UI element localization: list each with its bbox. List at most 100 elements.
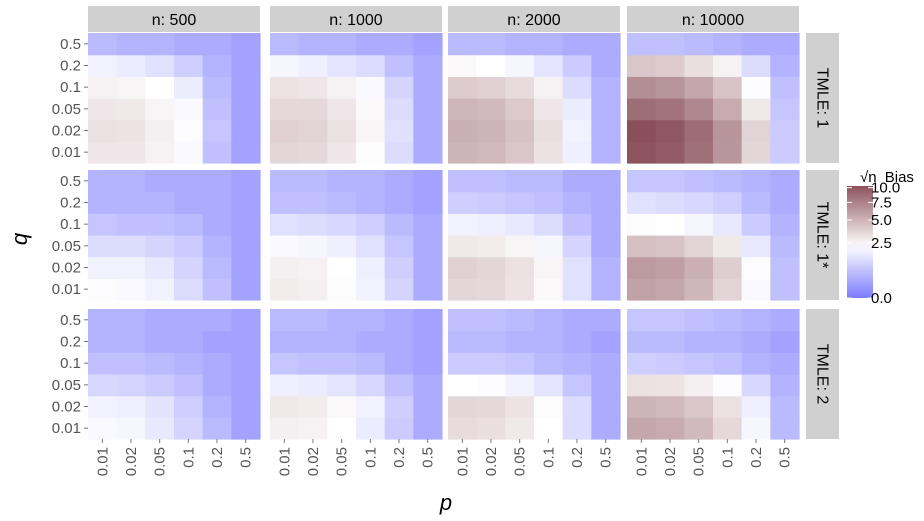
heatmap-cell [88, 213, 118, 236]
column-strip [448, 6, 620, 32]
heatmap-cell [448, 33, 478, 56]
heatmap-cell [327, 395, 357, 418]
heatmap-cell [145, 119, 175, 142]
heatmap-cell [591, 98, 621, 121]
heatmap-cell [591, 278, 621, 301]
heatmap-cell [627, 256, 657, 279]
heatmap-cell [713, 54, 743, 77]
heatmap-cell [298, 213, 328, 236]
heatmap-cell [327, 33, 357, 56]
heatmap-cell [505, 170, 535, 193]
heatmap-cell [655, 309, 685, 332]
heatmap-cell [384, 76, 414, 99]
heatmap-cell [684, 374, 714, 397]
heatmap-cell [448, 309, 478, 332]
heatmap-cell [448, 76, 478, 99]
y-tick-label: 0.02 [52, 399, 81, 416]
heatmap-cell [384, 256, 414, 279]
heatmap-cell [448, 374, 478, 397]
heatmap-cell [684, 235, 714, 258]
heatmap-cell [413, 330, 443, 353]
heatmap-cell [627, 33, 657, 56]
heatmap-cell [298, 417, 328, 440]
column-strip-label: n: 500 [152, 12, 197, 29]
heatmap-cell [384, 54, 414, 77]
heatmap-cell [327, 76, 357, 99]
heatmap-cell [627, 417, 657, 440]
x-tick-label: 0.02 [123, 447, 140, 476]
heatmap-cell [562, 213, 592, 236]
heatmap-cell [202, 54, 232, 77]
heatmap-cell [298, 278, 328, 301]
heatmap-cell [591, 141, 621, 164]
heatmap-cell [684, 395, 714, 418]
heatmap-cell [145, 191, 175, 214]
heatmap-cell [741, 309, 771, 332]
heatmap-cell [202, 352, 232, 375]
heatmap-cell [202, 98, 232, 121]
heatmap-cell [655, 417, 685, 440]
heatmap-cell [534, 417, 564, 440]
heatmap-cell [88, 98, 118, 121]
heatmap-cell [713, 76, 743, 99]
y-tick-label: 0.1 [60, 355, 81, 372]
heatmap-cell [713, 330, 743, 353]
heatmap-cell [327, 309, 357, 332]
heatmap-cell [231, 235, 261, 258]
x-tick-label: 0.1 [362, 447, 379, 468]
heatmap-cell [356, 191, 386, 214]
heatmap-cell [684, 98, 714, 121]
heatmap-cell [413, 98, 443, 121]
heatmap-cell [476, 119, 506, 142]
heatmap-cell [713, 235, 743, 258]
heatmap-cell [145, 395, 175, 418]
heatmap-cell [413, 141, 443, 164]
heatmap-cell [145, 374, 175, 397]
heatmap-cell [534, 330, 564, 353]
heatmap-cell [534, 278, 564, 301]
heatmap-cell [741, 76, 771, 99]
heatmap-cell [476, 352, 506, 375]
row-strip-label: TMLE: 1 [814, 68, 831, 129]
heatmap-cell [448, 395, 478, 418]
heatmap-cell [231, 256, 261, 279]
heatmap-cell [413, 352, 443, 375]
heatmap-cell [627, 191, 657, 214]
heatmap-cell [298, 256, 328, 279]
row-strip-label: TMLE: 1* [814, 202, 831, 269]
heatmap-cell [562, 309, 592, 332]
heatmap-cell [741, 256, 771, 279]
heatmap-cell [174, 309, 204, 332]
heatmap-cell [88, 191, 118, 214]
heatmap-cell [684, 170, 714, 193]
x-tick-label: 0.02 [483, 447, 500, 476]
heatmap-cell [713, 141, 743, 164]
heatmap-cell [202, 374, 232, 397]
x-tick-label: 0.01 [454, 447, 471, 476]
heatmap-cell [298, 352, 328, 375]
heatmap-cell [202, 76, 232, 99]
heatmap-cell [655, 191, 685, 214]
heatmap-cell [770, 235, 800, 258]
heatmap-cell [741, 395, 771, 418]
heatmap-cell [534, 54, 564, 77]
heatmap-cell [270, 417, 300, 440]
heatmap-cell [505, 395, 535, 418]
heatmap-cell [505, 352, 535, 375]
svg-text:√n Bias: √n Bias [860, 169, 914, 186]
legend-tick-label: 10.0 [871, 180, 900, 197]
heatmap-cell [476, 213, 506, 236]
heatmap-cell [384, 374, 414, 397]
heatmap-cell [88, 352, 118, 375]
heatmap-cell [627, 170, 657, 193]
heatmap-cell [202, 395, 232, 418]
heatmap-cell [231, 76, 261, 99]
heatmap-cell [145, 235, 175, 258]
heatmap-cell [534, 119, 564, 142]
heatmap-cell [476, 309, 506, 332]
heatmap-cell [655, 256, 685, 279]
heatmap-cell [356, 330, 386, 353]
x-axis-title: p [439, 490, 452, 515]
heatmap-cell [448, 119, 478, 142]
heatmap-cell [270, 278, 300, 301]
